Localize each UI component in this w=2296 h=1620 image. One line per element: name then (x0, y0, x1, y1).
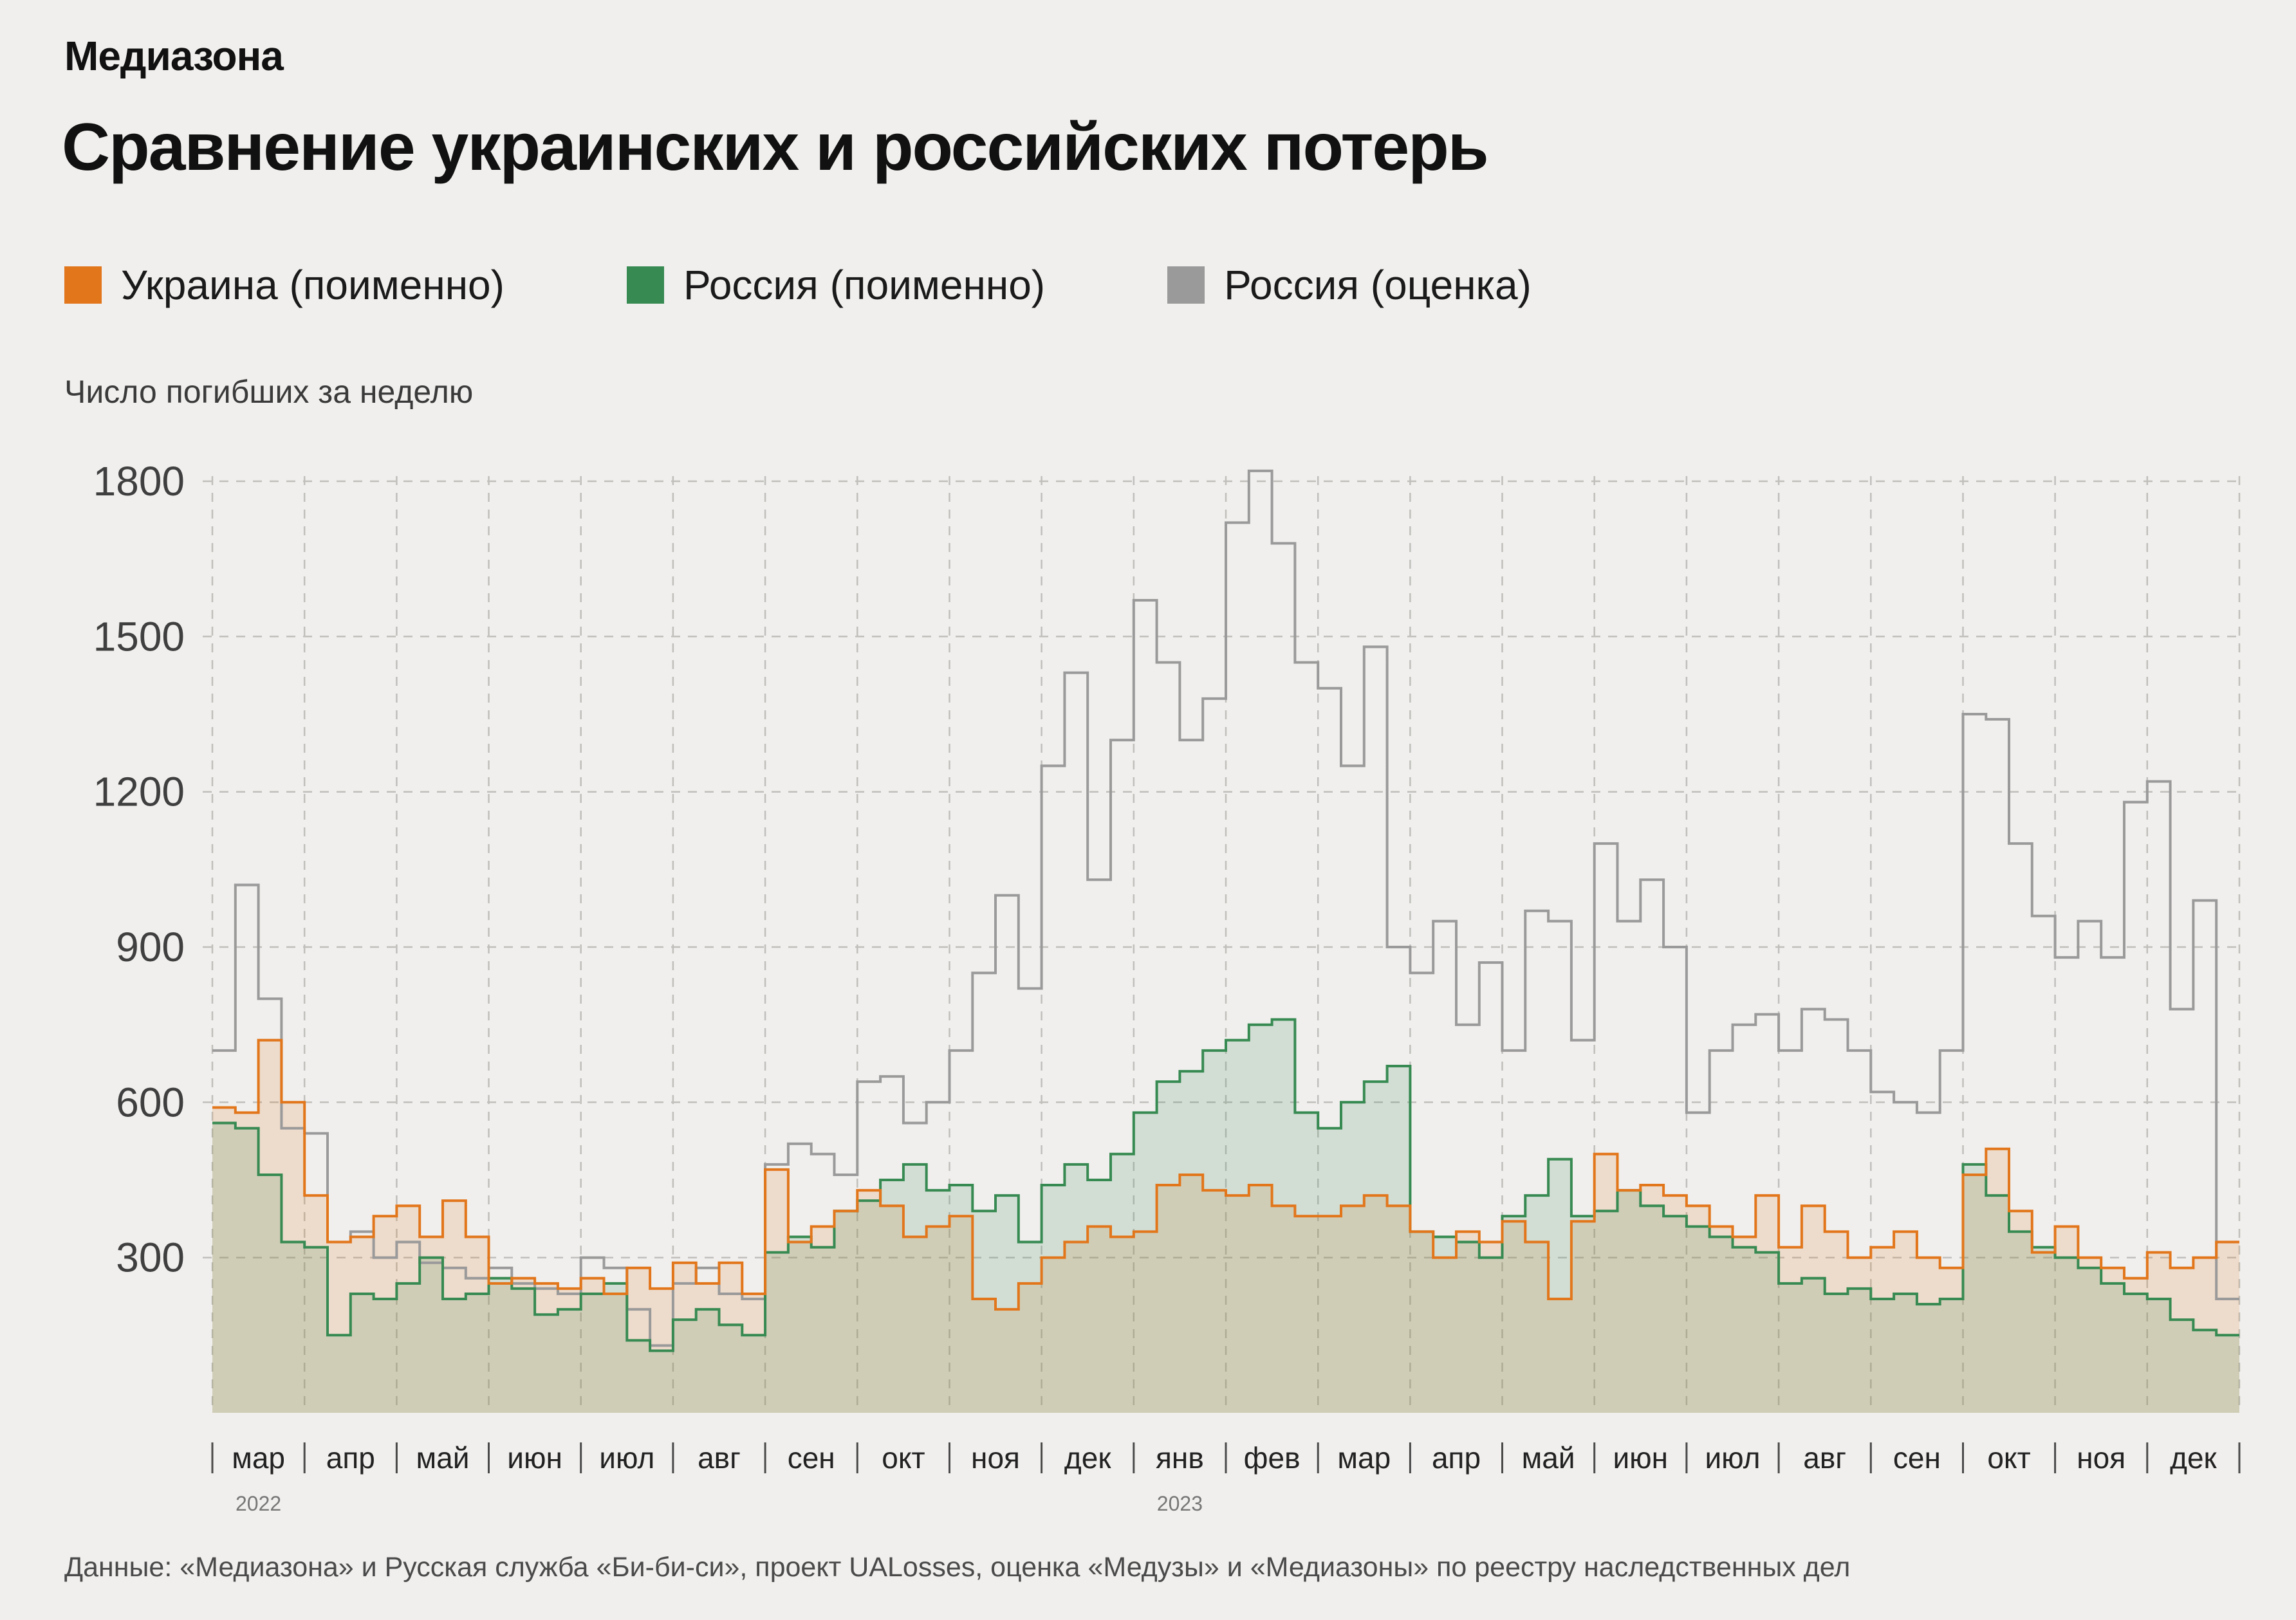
svg-text:1200: 1200 (93, 769, 185, 815)
svg-text:дек: дек (2170, 1441, 2217, 1475)
svg-text:2022: 2022 (236, 1492, 281, 1515)
russia-named-color-swatch (626, 266, 664, 304)
svg-text:мар: мар (232, 1441, 285, 1475)
svg-text:600: 600 (116, 1079, 185, 1125)
svg-text:июн: июн (1613, 1441, 1668, 1475)
svg-text:фев: фев (1244, 1441, 1301, 1475)
svg-text:июн: июн (507, 1441, 562, 1475)
brand-logo: Медиазона (64, 33, 284, 79)
data-source-note: Данные: «Медиазона» и Русская служба «Би… (64, 1552, 1851, 1583)
svg-text:сен: сен (1893, 1441, 1941, 1475)
svg-text:ноя: ноя (971, 1441, 1020, 1475)
svg-text:май: май (1522, 1441, 1575, 1475)
legend-item-ukraine: Украина (поименно) (64, 261, 505, 309)
legend-item-russia-named: Россия (поименно) (626, 261, 1046, 309)
svg-text:апр: апр (326, 1441, 375, 1475)
svg-text:июл: июл (1705, 1441, 1760, 1475)
svg-text:1800: 1800 (93, 458, 185, 504)
legend-label-russia-named: Россия (поименно) (683, 262, 1046, 308)
loss-chart: 300 600 900 1200 1500 1800 мар 2022 апр май июн июл… (93, 458, 2241, 1515)
legend-label-russia-estimate: Россия (оценка) (1224, 262, 1532, 308)
svg-text:май: май (416, 1441, 470, 1475)
svg-text:апр: апр (1432, 1441, 1481, 1475)
svg-text:июл: июл (599, 1441, 654, 1475)
svg-text:авг: авг (1803, 1441, 1846, 1475)
svg-text:окт: окт (882, 1441, 925, 1475)
svg-text:сен: сен (788, 1441, 835, 1475)
svg-text:окт: окт (1987, 1441, 2030, 1475)
page-title: Сравнение украинских и российских потерь (62, 110, 1489, 185)
chart-legend: Украина (поименно) Россия (поименно) Рос… (64, 261, 1532, 309)
svg-text:дек: дек (1064, 1441, 1111, 1475)
y-axis-caption: Число погибших за неделю (64, 374, 474, 410)
svg-text:янв: янв (1156, 1441, 1204, 1475)
chart-area: 300 600 900 1200 1500 1800 мар 2022 апр май июн июл… (0, 412, 2296, 1557)
ukraine-color-swatch (64, 266, 102, 304)
legend-label-ukraine: Украина (поименно) (121, 262, 505, 308)
russia-estimate-color-swatch (1167, 266, 1205, 304)
svg-text:1500: 1500 (93, 613, 185, 659)
svg-text:авг: авг (698, 1441, 741, 1475)
svg-text:300: 300 (116, 1235, 185, 1281)
svg-text:ноя: ноя (2077, 1441, 2125, 1475)
legend-item-russia-estimate: Россия (оценка) (1167, 261, 1532, 309)
svg-text:2023: 2023 (1157, 1492, 1203, 1515)
svg-text:мар: мар (1337, 1441, 1391, 1475)
svg-text:900: 900 (116, 924, 185, 970)
